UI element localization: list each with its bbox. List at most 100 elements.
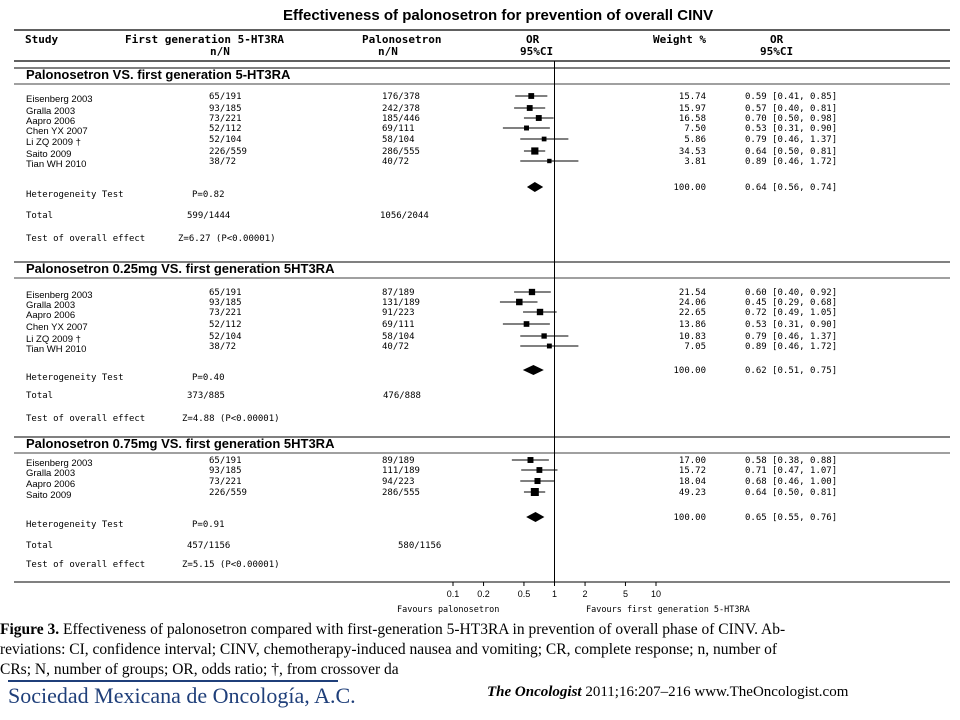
study-point (528, 288, 536, 296)
study-point (531, 147, 539, 155)
study-weight: 7.05 (684, 342, 706, 352)
study-point (536, 467, 543, 473)
study-point (527, 457, 534, 463)
subgroup-title: Palonosetron VS. first generation 5-HT3R… (26, 67, 291, 82)
subgroup-title: Palonosetron 0.25mg VS. first generation… (26, 261, 335, 276)
study-or-ci: 0.72 [0.49, 1.05] (745, 308, 837, 318)
study-or-ci: 0.71 [0.47, 1.07] (745, 466, 837, 476)
study-name: Li ZQ 2009 † (26, 334, 81, 345)
col-header-palo-sub: n/N (378, 45, 398, 58)
study-name: Li ZQ 2009 † (26, 137, 81, 148)
axis-tick-label: 10 (651, 589, 661, 599)
plot-title: Effectiveness of palonosetron for preven… (283, 7, 713, 24)
heterogeneity-label: Heterogeneity Test (26, 520, 124, 530)
study-or-ci: 0.57 [0.40, 0.81] (745, 104, 837, 114)
study-point (516, 298, 523, 306)
total-label: Total (26, 541, 53, 551)
study-name: Eisenberg 2003 (26, 94, 93, 105)
study-name: Gralla 2003 (26, 468, 75, 479)
overall-effect-value: Z=6.27 (P<0.00001) (178, 234, 276, 244)
heterogeneity-value: P=0.91 (192, 520, 225, 530)
overall-effect-value: Z=5.15 (P<0.00001) (182, 560, 280, 570)
total-palo: 476/888 (383, 391, 421, 401)
study-weight: 49.23 (679, 488, 706, 498)
study-weight: 15.72 (679, 466, 706, 476)
total-label: Total (26, 211, 53, 221)
study-first-gen: 38/72 (209, 157, 236, 167)
study-or-ci: 0.89 [0.46, 1.72] (745, 342, 837, 352)
study-first-gen: 38/72 (209, 342, 236, 352)
study-name: Gralla 2003 (26, 106, 75, 117)
study-palo: 94/223 (382, 477, 415, 487)
study-point (541, 136, 547, 142)
study-first-gen: 52/104 (209, 332, 242, 342)
study-first-gen: 73/221 (209, 477, 242, 487)
study-first-gen: 73/221 (209, 308, 242, 318)
col-header-or2-sub: 95%CI (760, 45, 793, 58)
pooled-diamond (522, 365, 544, 375)
citation-text: 2011;16:207–216 www.TheOncologist.com (585, 684, 849, 700)
study-name: Saito 2009 (26, 490, 71, 501)
society-name: Sociedad Mexicana de Oncología, A.C. (8, 683, 356, 708)
pooled-or-ci: 0.64 [0.56, 0.74] (745, 183, 837, 193)
caption-line-3: CRs; N, number of groups; OR, odds ratio… (0, 661, 399, 678)
study-weight: 5.86 (684, 135, 706, 145)
caption-line-2: reviations: CI, confidence interval; CIN… (0, 641, 778, 658)
study-point (535, 115, 542, 121)
study-first-gen: 73/221 (209, 114, 242, 124)
caption-line-1: Effectiveness of palonosetron compared w… (63, 621, 786, 638)
study-name: Gralla 2003 (26, 300, 75, 311)
footer-rule (8, 680, 338, 682)
study-name: Chen YX 2007 (26, 322, 88, 333)
study-name: Eisenberg 2003 (26, 290, 93, 301)
study-or-ci: 0.89 [0.46, 1.72] (745, 157, 837, 167)
favours-right-label: Favours first generation 5-HT3RA (586, 605, 750, 615)
study-or-ci: 0.58 [0.38, 0.88] (745, 456, 837, 466)
overall-effect-value: Z=4.88 (P<0.00001) (182, 414, 280, 424)
col-header-weight: Weight % (653, 33, 706, 46)
col-header-first-gen: First generation 5-HT3RA (125, 33, 284, 46)
study-palo: 69/111 (382, 320, 415, 330)
study-palo: 40/72 (382, 342, 409, 352)
total-first-gen: 457/1156 (187, 541, 230, 551)
study-point (541, 333, 547, 339)
study-weight: 16.58 (679, 114, 706, 124)
citation: The Oncologist 2011;16:207–216 www.TheOn… (487, 684, 848, 701)
study-point (524, 125, 529, 131)
overall-effect-label: Test of overall effect (26, 560, 145, 570)
col-header-first-gen-sub: n/N (210, 45, 230, 58)
study-first-gen: 52/112 (209, 320, 242, 330)
axis-tick-label: 5 (623, 589, 628, 599)
axis-tick-label: 0.5 (518, 589, 531, 599)
study-or-ci: 0.53 [0.31, 0.90] (745, 124, 837, 134)
study-point (547, 158, 552, 164)
study-point (534, 477, 541, 485)
study-or-ci: 0.53 [0.31, 0.90] (745, 320, 837, 330)
study-point (546, 343, 552, 349)
study-weight: 13.86 (679, 320, 706, 330)
col-header-study: Study (25, 33, 58, 46)
pooled-or-ci: 0.62 [0.51, 0.75] (745, 366, 837, 376)
favours-left-label: Favours palonosetron (397, 605, 499, 615)
study-first-gen: 52/104 (209, 135, 242, 145)
study-or-ci: 0.79 [0.46, 1.37] (745, 135, 837, 145)
pooled-weight: 100.00 (673, 366, 706, 376)
col-header-or: OR (526, 33, 540, 46)
total-label: Total (26, 391, 53, 401)
study-weight: 15.97 (679, 104, 706, 114)
study-name: Eisenberg 2003 (26, 458, 93, 469)
study-first-gen: 93/185 (209, 298, 242, 308)
study-or-ci: 0.70 [0.50, 0.98] (745, 114, 837, 124)
study-point (530, 488, 539, 496)
study-palo: 176/378 (382, 92, 420, 102)
study-palo: 131/189 (382, 298, 420, 308)
study-first-gen: 65/191 (209, 288, 242, 298)
heterogeneity-label: Heterogeneity Test (26, 190, 124, 200)
study-palo: 58/104 (382, 135, 415, 145)
study-weight: 17.00 (679, 456, 706, 466)
col-header-or-sub: 95%CI (520, 45, 553, 58)
study-weight: 15.74 (679, 92, 706, 102)
heterogeneity-label: Heterogeneity Test (26, 373, 124, 383)
study-or-ci: 0.59 [0.41, 0.85] (745, 92, 837, 102)
